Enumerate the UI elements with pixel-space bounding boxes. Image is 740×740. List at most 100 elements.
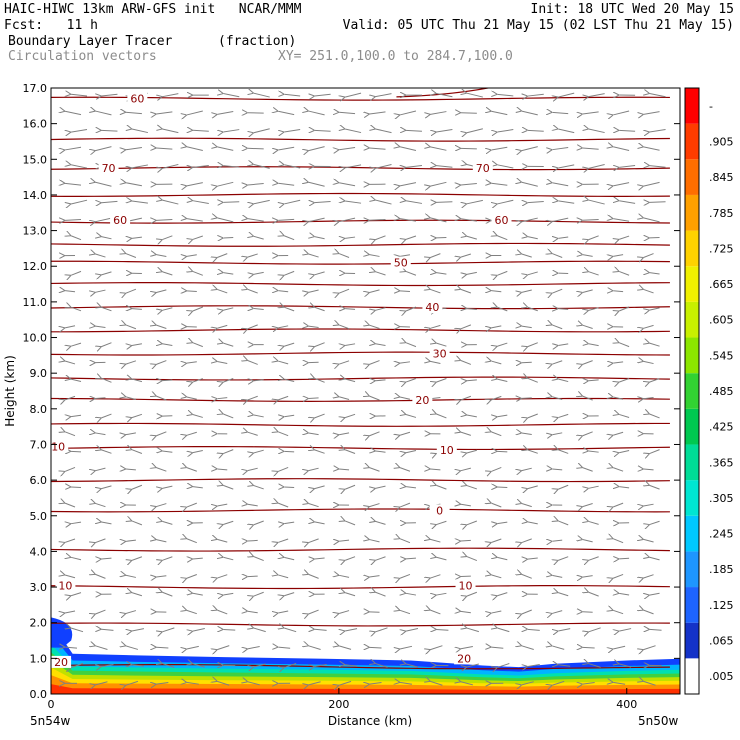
vector-arrow — [461, 682, 473, 686]
vector-arrow — [583, 431, 593, 436]
vector-arrow — [156, 325, 167, 329]
vector-arrow — [187, 610, 197, 615]
vector-arrow — [461, 360, 472, 365]
vector-arrow — [436, 343, 447, 347]
vector-arrow — [309, 254, 319, 258]
vector-arrow — [217, 469, 228, 470]
vector-arrow — [406, 450, 417, 452]
vector-arrow — [284, 236, 295, 241]
vector-arrow — [552, 360, 563, 364]
vector-arrow — [522, 326, 532, 327]
vector-label: Circulation vectors — [8, 49, 157, 64]
vector-arrow — [406, 165, 423, 167]
vector-arrow — [193, 628, 205, 632]
vector-arrow — [217, 324, 228, 328]
vector-arrow — [309, 433, 319, 435]
vector-arrow — [376, 556, 386, 561]
vector-arrow — [284, 270, 295, 275]
y-tick-label: 5.0 — [30, 510, 48, 523]
vector-arrow — [558, 129, 575, 134]
vector-arrow — [284, 129, 301, 133]
vector-arrow — [284, 557, 295, 561]
contour-labels: 20 20 10 10 0 10 10 20 30 40 50 60 60 70 70 60 — [48, 92, 512, 669]
vector-arrow — [370, 219, 386, 220]
vector-arrow — [339, 254, 350, 258]
vector-arrow — [528, 130, 544, 131]
vector-arrow — [278, 291, 289, 292]
vector-arrow — [430, 361, 441, 365]
vector-arrow — [528, 522, 538, 525]
vector-arrow — [406, 271, 417, 276]
vector-arrow — [339, 112, 356, 113]
vector-arrow — [613, 610, 624, 615]
vector-arrow — [95, 182, 112, 187]
vector-arrow — [491, 291, 502, 292]
vector-arrow — [101, 378, 112, 383]
vector-arrow — [101, 413, 112, 418]
vector-arrow — [522, 467, 532, 470]
vector-arrow — [400, 219, 417, 222]
vector-arrow — [436, 166, 453, 168]
vector-arrow — [254, 308, 264, 309]
vector-arrow — [101, 130, 118, 131]
vector-arrow — [558, 164, 575, 168]
vector-arrow — [436, 378, 447, 382]
vector-arrow — [619, 593, 630, 595]
vector-arrow — [223, 629, 236, 630]
vector-arrow — [217, 289, 228, 294]
contour-label: 50 — [394, 257, 408, 270]
vector-arrow — [613, 147, 630, 151]
vector-arrow — [497, 165, 514, 169]
vector-arrow — [126, 146, 142, 149]
vector-arrow — [558, 309, 569, 310]
vector-arrow — [309, 289, 319, 292]
vector-arrow — [619, 449, 630, 452]
vector-arrow — [248, 682, 260, 686]
vector-arrow — [613, 182, 630, 186]
vector-arrow — [309, 326, 319, 327]
y-axis-title: Height (km) — [3, 355, 17, 426]
vector-arrow — [315, 201, 331, 202]
contour-label: 10 — [440, 444, 454, 457]
vector-arrow — [528, 307, 538, 312]
vector-arrow — [193, 235, 203, 239]
vector-arrow — [467, 449, 477, 453]
vector-arrow — [528, 558, 538, 559]
vector-arrow — [248, 504, 258, 506]
contour-label: 70 — [476, 162, 490, 175]
vector-arrow — [217, 610, 228, 615]
vector-arrow — [71, 379, 82, 382]
vector-arrow — [528, 342, 538, 347]
field-units: (fraction) — [218, 34, 297, 49]
vector-arrow — [187, 539, 197, 544]
vector-arrow — [522, 609, 532, 614]
vector-arrow — [162, 307, 173, 311]
colorbar-swatch — [685, 266, 699, 302]
vector-arrow — [558, 628, 571, 631]
vector-arrow — [315, 663, 327, 666]
colorbar-label: - — [709, 100, 713, 113]
vector-arrow — [497, 199, 514, 204]
vector-arrow — [370, 647, 382, 648]
vector-arrow — [619, 306, 630, 311]
vector-arrow — [132, 344, 142, 346]
vector-arrow — [644, 645, 656, 650]
vector-arrow — [126, 397, 137, 400]
vector-arrow — [619, 487, 630, 488]
header-line1-right: Init: 18 UTC Wed 20 May 15 — [530, 2, 735, 17]
vector-arrow — [436, 202, 453, 203]
vector-arrow — [461, 395, 472, 400]
vector-arrow — [522, 254, 532, 258]
colorbar-label: .485 — [709, 385, 734, 398]
contour-line — [51, 351, 670, 356]
vector-arrow — [254, 520, 264, 525]
vector-arrow — [315, 130, 331, 131]
contour-label-bg — [429, 504, 450, 517]
vector-arrow — [126, 610, 137, 614]
vector-arrow — [65, 575, 76, 579]
vector-arrow — [497, 379, 508, 383]
vector-arrow — [345, 129, 362, 134]
vector-arrow — [613, 573, 624, 578]
y-tick-label: 17.0 — [23, 82, 48, 95]
vector-arrow — [461, 504, 471, 506]
